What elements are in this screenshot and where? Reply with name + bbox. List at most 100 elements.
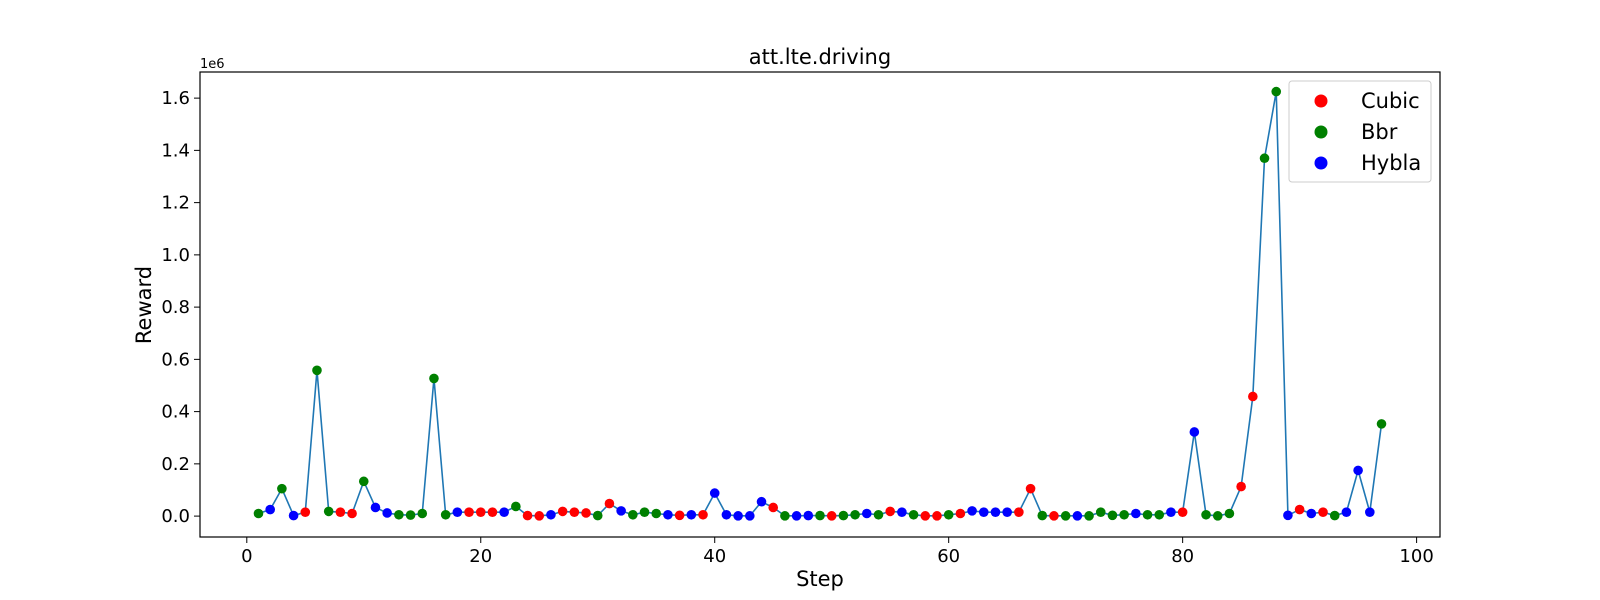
- data-point-cubic: [698, 509, 708, 520]
- data-point-hybla: [382, 508, 392, 518]
- data-point-cubic: [1025, 483, 1036, 494]
- data-point-cubic: [1177, 507, 1188, 517]
- data-point-cubic: [464, 507, 474, 517]
- data-point-bbr: [1060, 511, 1071, 521]
- data-point-bbr: [1119, 509, 1129, 520]
- data-point-bbr: [1376, 419, 1387, 429]
- x-tick-label: 60: [937, 546, 960, 567]
- data-point-bbr: [1095, 507, 1106, 517]
- data-point-cubic: [300, 507, 311, 517]
- data-point-bbr: [1084, 511, 1094, 521]
- data-point-cubic: [534, 511, 545, 521]
- legend-label-bbr: Bbr: [1361, 120, 1398, 144]
- data-point-hybla: [967, 506, 977, 516]
- data-point-cubic: [826, 511, 837, 521]
- data-point-cubic: [487, 507, 498, 517]
- data-point-hybla: [990, 507, 1001, 517]
- legend-marker-hybla: [1314, 156, 1328, 170]
- data-point-bbr: [323, 506, 334, 517]
- data-point-bbr: [838, 510, 849, 521]
- data-point-bbr: [417, 508, 428, 519]
- data-point-hybla: [1353, 465, 1363, 476]
- data-point-hybla: [978, 507, 989, 517]
- data-point-cubic: [522, 510, 533, 521]
- data-point-bbr: [1142, 509, 1153, 520]
- data-point-hybla: [663, 509, 673, 520]
- data-point-cubic: [768, 502, 779, 513]
- data-point-bbr: [1259, 153, 1270, 164]
- data-point-hybla: [721, 509, 732, 520]
- data-point-bbr: [815, 510, 825, 521]
- y-tick-label: 1.2: [161, 193, 190, 214]
- data-point-bbr: [1201, 509, 1211, 520]
- data-point-hybla: [1365, 507, 1375, 517]
- y-tick-label: 0.6: [161, 349, 190, 370]
- data-point-bbr: [358, 476, 369, 487]
- legend-marker-cubic: [1314, 94, 1328, 108]
- axis-layer: 0 20 40 60 80 100 0.0 0.2 0.4 0.6 0.8 1.0 1.2 1.4 1.6: [161, 88, 1433, 567]
- data-point-cubic: [581, 508, 591, 518]
- y-offset-label: 1e6: [200, 57, 225, 72]
- y-tick-label: 1.4: [161, 140, 190, 161]
- data-point-bbr: [394, 509, 404, 520]
- data-point-hybla: [1306, 508, 1317, 519]
- data-point-cubic: [1294, 504, 1305, 515]
- x-tick-label: 80: [1171, 546, 1194, 567]
- data-point-bbr: [312, 365, 322, 376]
- data-point-hybla: [546, 509, 556, 520]
- legend-label-hybla: Hybla: [1361, 151, 1421, 175]
- data-point-cubic: [674, 510, 685, 521]
- data-point-bbr: [1224, 508, 1235, 519]
- y-tick-label: 1.6: [161, 88, 190, 109]
- x-tick-label: 100: [1399, 546, 1433, 567]
- data-point-hybla: [1189, 427, 1200, 437]
- data-point-hybla: [686, 509, 697, 520]
- series-line: [258, 90, 1383, 517]
- y-tick-label: 0.0: [161, 506, 190, 527]
- y-axis-title: Reward: [132, 266, 156, 344]
- data-point-bbr: [405, 510, 416, 520]
- data-point-bbr: [1271, 86, 1282, 97]
- data-point-cubic: [920, 511, 931, 521]
- data-point-cubic: [569, 507, 580, 517]
- data-point-hybla: [370, 502, 381, 513]
- y-tick-label: 1.0: [161, 245, 190, 266]
- data-point-bbr: [277, 483, 287, 494]
- legend-label-cubic: Cubic: [1361, 89, 1420, 113]
- data-point-bbr: [639, 507, 650, 517]
- y-tick-label: 0.2: [161, 454, 190, 475]
- data-point-bbr: [429, 373, 439, 384]
- data-point-bbr: [511, 501, 521, 512]
- plot-layer: [253, 86, 1387, 521]
- data-point-cubic: [885, 506, 895, 517]
- data-point-cubic: [1049, 511, 1059, 521]
- chart-title: att.lte.driving: [749, 45, 891, 69]
- data-point-bbr: [943, 509, 954, 520]
- x-tick-label: 20: [469, 546, 492, 567]
- data-point-cubic: [1318, 507, 1328, 517]
- data-point-hybla: [1131, 508, 1141, 519]
- y-tick-label: 0.8: [161, 297, 190, 318]
- x-tick-label: 40: [703, 546, 726, 567]
- data-point-hybla: [452, 507, 463, 517]
- x-axis-title: Step: [796, 567, 844, 591]
- data-point-hybla: [745, 511, 755, 521]
- data-point-hybla: [756, 496, 767, 507]
- data-point-bbr: [1154, 509, 1165, 520]
- data-point-bbr: [908, 509, 919, 520]
- data-point-hybla: [861, 508, 872, 519]
- data-point-bbr: [253, 508, 264, 519]
- plot-frame: [199, 71, 1441, 538]
- data-point-hybla: [1072, 511, 1083, 521]
- data-point-hybla: [1166, 507, 1176, 517]
- data-point-bbr: [850, 509, 860, 520]
- data-point-hybla: [709, 488, 720, 498]
- data-point-cubic: [1248, 391, 1258, 402]
- data-point-bbr: [628, 509, 638, 520]
- data-point-cubic: [604, 498, 615, 509]
- data-point-bbr: [651, 508, 662, 519]
- data-point-hybla: [1341, 507, 1352, 517]
- data-point-hybla: [791, 511, 802, 521]
- data-point-cubic: [557, 506, 568, 517]
